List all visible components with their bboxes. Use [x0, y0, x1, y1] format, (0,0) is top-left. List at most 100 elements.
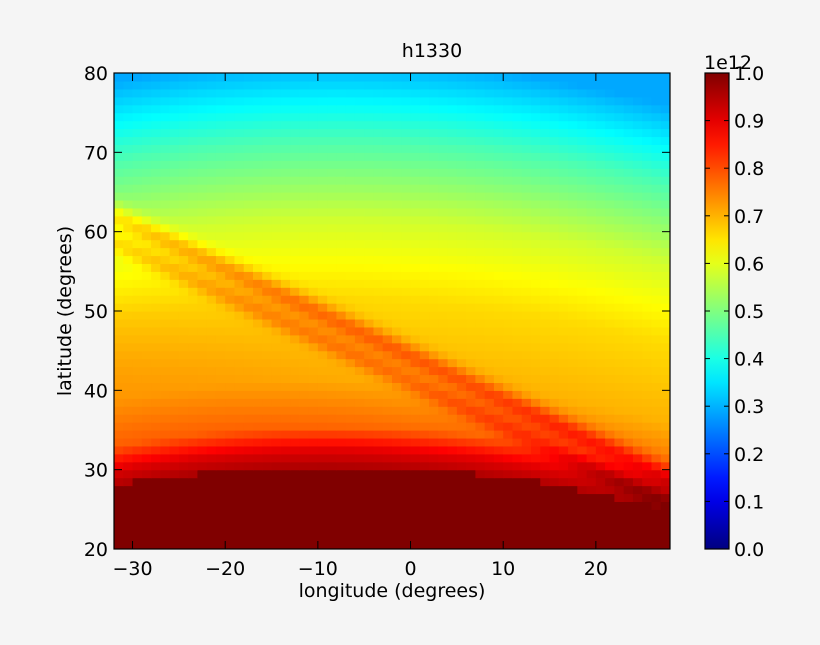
heatmap-cell [447, 96, 458, 106]
heatmap-cell [456, 144, 467, 153]
heatmap-cell [225, 326, 236, 336]
heatmap-cell [327, 382, 337, 391]
heatmap-cell [336, 445, 347, 455]
heatmap-cell [373, 112, 384, 122]
heatmap-cell [419, 445, 430, 455]
heatmap-cell [215, 136, 226, 145]
heatmap-cell [568, 509, 578, 518]
heatmap-cell [521, 398, 532, 407]
heatmap-cell [280, 382, 291, 391]
heatmap-cell [206, 461, 217, 471]
heatmap-cell [540, 477, 551, 487]
heatmap-cell [549, 398, 560, 407]
heatmap-cell [243, 350, 254, 360]
heatmap-cell [271, 318, 282, 328]
heatmap-cell [651, 477, 662, 487]
heatmap-cell [132, 437, 143, 447]
heatmap-cell [373, 493, 384, 502]
heatmap-cell [586, 430, 597, 439]
heatmap-cell [568, 255, 578, 264]
heatmap-cell [151, 231, 161, 241]
heatmap-cell [132, 192, 143, 201]
heatmap-cell [169, 342, 180, 352]
heatmap-cell [401, 541, 412, 549]
heatmap-cell [456, 311, 467, 320]
heatmap-cell [531, 406, 541, 415]
heatmap-cell [568, 303, 578, 312]
heatmap-cell [512, 366, 523, 376]
heatmap-cell [577, 215, 588, 225]
heatmap-cell [493, 279, 504, 288]
heatmap-cell [317, 80, 328, 90]
heatmap-cell [466, 406, 476, 415]
heatmap-cell [521, 255, 532, 264]
heatmap-cell [456, 453, 467, 463]
heatmap-cell [123, 80, 134, 90]
heatmap-cell [262, 445, 273, 455]
heatmap-cell [280, 509, 291, 518]
heatmap-cell [493, 366, 504, 376]
heatmap-cell [540, 255, 551, 264]
heatmap-cell [354, 461, 365, 471]
heatmap-cell [327, 184, 337, 193]
heatmap-cell [651, 176, 662, 185]
heatmap-cell [419, 517, 430, 526]
heatmap-cell [123, 255, 134, 264]
heatmap-cell [521, 493, 532, 502]
heatmap-cell [114, 295, 124, 304]
heatmap-cell [253, 398, 263, 407]
heatmap-cell [123, 390, 134, 399]
heatmap-cell [642, 374, 653, 383]
heatmap-cell [531, 136, 541, 145]
heatmap-cell [151, 493, 161, 502]
heatmap-cell [243, 406, 254, 415]
heatmap-cell [234, 112, 245, 122]
heatmap-cell [225, 501, 236, 510]
heatmap-cell [493, 80, 504, 90]
heatmap-cell [614, 271, 625, 280]
heatmap-cell [586, 295, 597, 304]
heatmap-cell [188, 144, 198, 153]
heatmap-cell [290, 461, 300, 471]
heatmap-cell [123, 247, 134, 257]
heatmap-cell [605, 406, 615, 415]
heatmap-cell [438, 461, 449, 471]
heatmap-cell [308, 461, 319, 471]
heatmap-cell [540, 88, 551, 98]
heatmap-cell [382, 509, 393, 518]
heatmap-cell [632, 525, 643, 534]
heatmap-cell [364, 390, 375, 399]
heatmap-cell [475, 406, 486, 415]
heatmap-cell [484, 342, 495, 352]
heatmap-cell [262, 168, 273, 177]
heatmap-cell [577, 239, 588, 249]
heatmap-cell [651, 525, 662, 534]
heatmap-cell [568, 271, 578, 280]
heatmap-cell [410, 160, 421, 169]
heatmap-cell [438, 430, 449, 439]
heatmap-cell [151, 533, 161, 542]
heatmap-cell [280, 501, 291, 510]
heatmap-cell [466, 350, 476, 360]
heatmap-cell [558, 80, 569, 90]
heatmap-cell [595, 144, 606, 153]
heatmap-cell [382, 461, 393, 471]
heatmap-cell [605, 358, 615, 368]
heatmap-cell [540, 326, 551, 336]
heatmap-cell [568, 445, 578, 455]
heatmap-cell [503, 120, 514, 130]
heatmap-cell [262, 318, 273, 328]
heatmap-cell [660, 295, 670, 304]
heatmap-cell [243, 144, 254, 153]
heatmap-cell [132, 342, 143, 352]
heatmap-cell [178, 509, 189, 518]
heatmap-cell [290, 80, 300, 90]
heatmap-cell [271, 176, 282, 185]
heatmap-cell [642, 263, 653, 272]
heatmap-cell [456, 199, 467, 209]
heatmap-cell [132, 334, 143, 344]
heatmap-cell [243, 334, 254, 344]
heatmap-cell [373, 422, 384, 431]
heatmap-cell [262, 501, 273, 510]
heatmap-cell [466, 453, 476, 463]
